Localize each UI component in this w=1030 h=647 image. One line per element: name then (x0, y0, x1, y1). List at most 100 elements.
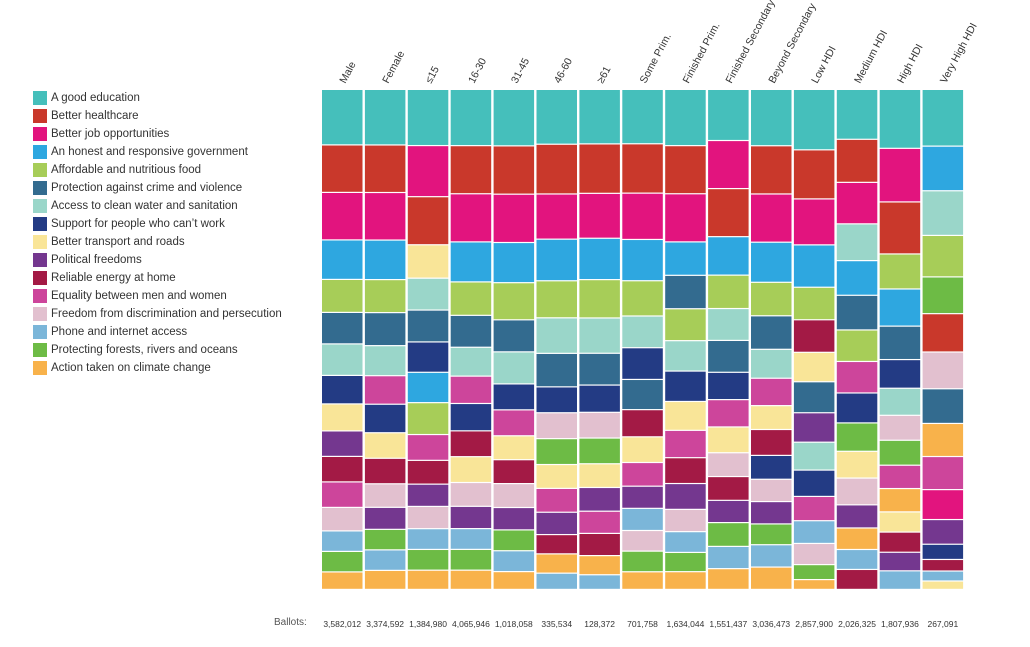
bar-segment (793, 287, 835, 320)
bar-segment (622, 240, 663, 281)
bar-segment (493, 283, 535, 320)
bar-segment (407, 372, 449, 403)
bar-segment (364, 240, 406, 279)
bar-segment (879, 532, 921, 552)
bar-segment (622, 551, 663, 572)
bar-segment (793, 352, 835, 382)
legend-swatch (33, 325, 47, 339)
bar-segment (751, 406, 792, 429)
bar-segment (922, 520, 964, 544)
bar-segment (665, 275, 706, 309)
ballot-count: 2,857,900 (795, 619, 834, 629)
bar-segment (364, 404, 406, 433)
bar-segment (407, 310, 449, 342)
bar-segment (751, 90, 792, 146)
category-label: 46-60 (552, 56, 575, 85)
bar-segment (450, 90, 492, 146)
legend-label: Better healthcare (51, 110, 139, 122)
bar-segment (622, 316, 663, 348)
bar-segment (879, 415, 921, 440)
bar-segment (493, 384, 535, 410)
bar-segment (450, 194, 492, 242)
ballot-count: 1,018,058 (494, 619, 533, 629)
bar-segment (322, 344, 363, 375)
bar-segment (922, 571, 964, 581)
bar-segment (407, 342, 449, 372)
bar-segment (708, 141, 749, 188)
legend-label: A good education (51, 92, 140, 104)
bar-segment (708, 400, 749, 427)
bar-segment (322, 552, 363, 572)
bar-segment (793, 470, 835, 496)
bar-segment (751, 455, 792, 479)
bar-segment (622, 281, 663, 316)
bar-segment (793, 199, 835, 245)
bar-segment (493, 90, 535, 146)
bar-segment (793, 150, 835, 199)
bar-segment (879, 512, 921, 532)
bar-segment (922, 191, 964, 235)
legend-label: Action taken on climate change (51, 362, 211, 374)
bar-segment (622, 90, 663, 144)
bar-segment (450, 506, 492, 529)
bar-segment (364, 529, 406, 550)
category-label: Male (337, 60, 358, 86)
bar-segment (450, 483, 492, 506)
bar-segment (922, 90, 964, 146)
bar-segment (450, 431, 492, 457)
bar-segment (407, 403, 449, 434)
bar-segment (793, 382, 835, 413)
bar-segment (708, 90, 749, 140)
legend-swatch (33, 361, 47, 375)
legend-item: Phone and internet access (33, 323, 282, 341)
bar-segment (579, 488, 620, 511)
bar-segment (364, 507, 406, 529)
bar-segment (836, 224, 878, 261)
bar-segment (879, 552, 921, 571)
bar-segment (879, 289, 921, 326)
bar-segment (751, 545, 792, 567)
category-label: High HDI (895, 42, 926, 85)
legend-swatch (33, 271, 47, 285)
bar-segment (536, 387, 577, 413)
bar-segment (493, 572, 535, 589)
ballot-count: 4,065,946 (452, 619, 490, 629)
legend-item: Access to clean water and sanitation (33, 197, 282, 215)
bar-segment (536, 239, 577, 281)
ballot-count: 335,534 (541, 619, 573, 629)
category-labels: Male Female ≤15 16-30 31-45 46-60 ≥61 Some Prim… (337, 0, 979, 85)
bar-segment (364, 433, 406, 458)
bar-segment (450, 146, 492, 194)
ballot-count: 128,372 (584, 619, 615, 629)
bar-segment (536, 573, 577, 589)
bar-segment (322, 531, 363, 551)
bar-segment (493, 410, 535, 436)
legend-label: Equality between men and women (51, 290, 227, 302)
bar-segment (322, 572, 363, 589)
bar-segment (836, 528, 878, 549)
bar-segment (322, 313, 363, 344)
bar-segment (536, 353, 577, 387)
legend-swatch (33, 163, 47, 177)
bar-segment (322, 431, 363, 456)
legend-item: Equality between men and women (33, 287, 282, 305)
bar-segment (879, 326, 921, 359)
bar-segment (836, 505, 878, 528)
bar-segment (708, 453, 749, 476)
bar-segment (879, 202, 921, 254)
legend-swatch (33, 253, 47, 267)
bar-segment (922, 389, 964, 423)
bar-segment (922, 490, 964, 519)
bar-segment (493, 320, 535, 352)
bar-segment (364, 193, 406, 240)
bar-segment (493, 484, 535, 507)
category-label: Finished Prim. (681, 21, 723, 86)
legend-item: Action taken on climate change (33, 359, 282, 377)
bar-segment (751, 479, 792, 501)
bar-segment (322, 404, 363, 431)
bar-segment (364, 90, 406, 145)
bar-segment (493, 352, 535, 384)
ballot-count: 3,582,012 (323, 619, 362, 629)
category-label: Very High HDI (938, 21, 980, 85)
bar-segment (407, 484, 449, 506)
